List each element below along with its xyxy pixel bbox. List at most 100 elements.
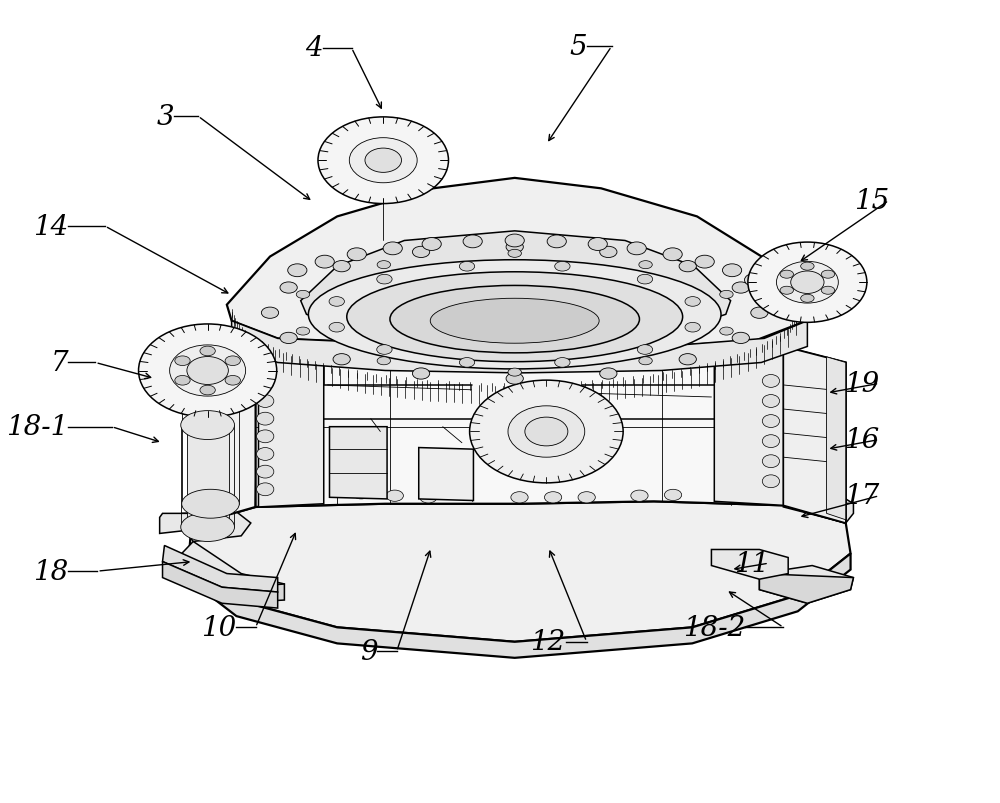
Ellipse shape <box>257 430 274 443</box>
Text: 11: 11 <box>734 550 769 577</box>
Ellipse shape <box>685 297 700 307</box>
Ellipse shape <box>280 333 297 344</box>
Ellipse shape <box>261 308 279 319</box>
Ellipse shape <box>257 483 274 496</box>
Ellipse shape <box>365 149 402 173</box>
Text: 14: 14 <box>33 214 68 240</box>
Ellipse shape <box>353 488 370 499</box>
Ellipse shape <box>182 490 239 519</box>
Text: 16: 16 <box>844 426 879 454</box>
Ellipse shape <box>257 466 274 479</box>
Ellipse shape <box>383 243 402 255</box>
Ellipse shape <box>377 275 392 284</box>
Ellipse shape <box>511 492 528 503</box>
Polygon shape <box>182 554 284 604</box>
Ellipse shape <box>762 475 780 488</box>
Ellipse shape <box>664 490 682 501</box>
Ellipse shape <box>181 411 234 440</box>
Ellipse shape <box>412 369 430 380</box>
Ellipse shape <box>821 271 835 279</box>
Ellipse shape <box>377 357 391 365</box>
Ellipse shape <box>386 491 403 502</box>
Ellipse shape <box>463 235 482 248</box>
Ellipse shape <box>631 491 648 502</box>
Ellipse shape <box>506 373 523 385</box>
Polygon shape <box>182 542 284 596</box>
Ellipse shape <box>347 249 366 261</box>
Ellipse shape <box>637 275 653 284</box>
Text: 9: 9 <box>360 638 377 665</box>
Ellipse shape <box>732 333 749 344</box>
Ellipse shape <box>288 264 307 277</box>
Ellipse shape <box>225 376 240 385</box>
Polygon shape <box>827 357 846 520</box>
Ellipse shape <box>555 262 570 271</box>
Ellipse shape <box>257 413 274 426</box>
Polygon shape <box>783 347 846 524</box>
Polygon shape <box>759 566 853 604</box>
Polygon shape <box>182 512 251 542</box>
Ellipse shape <box>257 377 274 390</box>
Ellipse shape <box>762 375 780 388</box>
Polygon shape <box>329 427 387 499</box>
Text: 15: 15 <box>854 188 889 214</box>
Ellipse shape <box>347 272 683 362</box>
Polygon shape <box>711 550 788 580</box>
Polygon shape <box>714 344 783 506</box>
Polygon shape <box>783 347 846 524</box>
Ellipse shape <box>762 455 780 468</box>
Ellipse shape <box>296 328 310 336</box>
Ellipse shape <box>801 295 814 303</box>
Polygon shape <box>258 347 324 507</box>
Ellipse shape <box>525 418 568 446</box>
Ellipse shape <box>257 448 274 461</box>
Ellipse shape <box>508 406 585 458</box>
Ellipse shape <box>547 235 566 248</box>
Polygon shape <box>187 418 229 532</box>
Polygon shape <box>419 448 473 501</box>
Ellipse shape <box>762 395 780 408</box>
Ellipse shape <box>333 261 350 272</box>
Ellipse shape <box>170 345 246 397</box>
Polygon shape <box>191 347 258 526</box>
Ellipse shape <box>695 256 714 269</box>
Ellipse shape <box>182 357 239 385</box>
Text: 12: 12 <box>530 629 566 655</box>
Polygon shape <box>188 502 851 642</box>
Polygon shape <box>301 231 731 337</box>
Ellipse shape <box>349 138 417 184</box>
Ellipse shape <box>412 247 430 259</box>
Polygon shape <box>160 514 198 534</box>
Text: 17: 17 <box>844 483 879 510</box>
Polygon shape <box>783 498 853 524</box>
Ellipse shape <box>762 435 780 448</box>
Text: 18-1: 18-1 <box>6 414 68 441</box>
Ellipse shape <box>801 263 814 271</box>
Ellipse shape <box>318 118 448 204</box>
Ellipse shape <box>685 323 700 332</box>
Ellipse shape <box>280 283 297 294</box>
Ellipse shape <box>200 385 215 395</box>
Ellipse shape <box>508 369 521 377</box>
Ellipse shape <box>200 347 215 357</box>
Ellipse shape <box>720 328 733 336</box>
Ellipse shape <box>588 238 607 251</box>
Ellipse shape <box>505 234 524 247</box>
Ellipse shape <box>720 291 733 299</box>
Text: 5: 5 <box>569 34 587 61</box>
Ellipse shape <box>315 256 334 269</box>
Ellipse shape <box>578 492 595 503</box>
Polygon shape <box>188 554 851 658</box>
Ellipse shape <box>732 283 749 294</box>
Ellipse shape <box>745 274 764 287</box>
Polygon shape <box>759 574 853 604</box>
Ellipse shape <box>420 492 437 503</box>
Polygon shape <box>227 178 807 347</box>
Text: 18-2: 18-2 <box>683 614 745 641</box>
Ellipse shape <box>296 291 310 299</box>
Ellipse shape <box>377 261 391 269</box>
Ellipse shape <box>821 287 835 295</box>
Ellipse shape <box>600 247 617 259</box>
Ellipse shape <box>639 261 652 269</box>
Polygon shape <box>163 546 278 593</box>
